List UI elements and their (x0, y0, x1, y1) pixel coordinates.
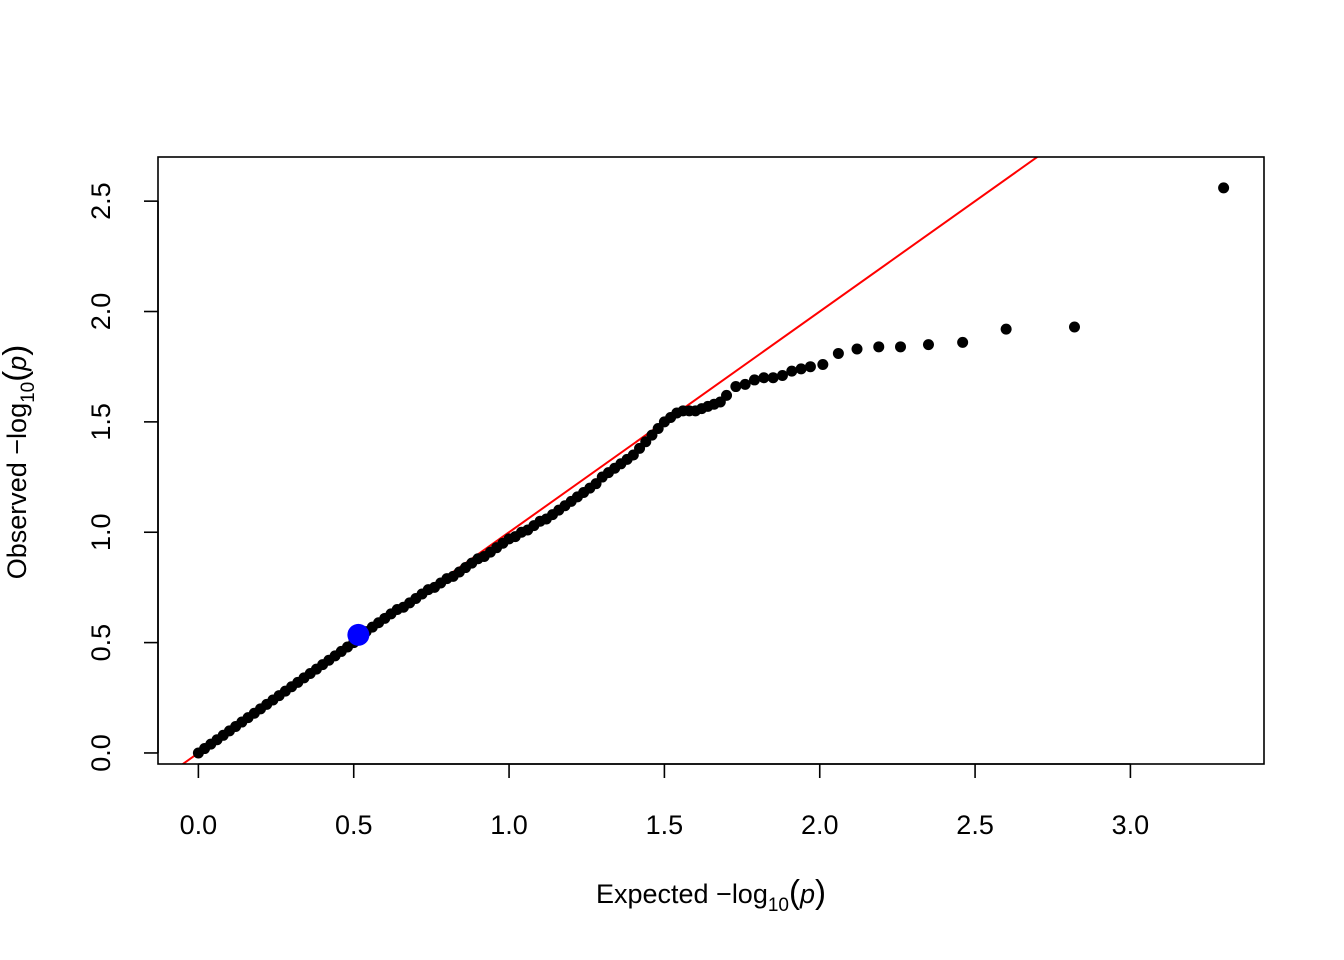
data-point (786, 365, 798, 377)
data-point (1218, 182, 1230, 194)
x-axis-label-subscript: 10 (768, 895, 789, 916)
y-tick-label: 0.0 (86, 734, 116, 772)
data-point (922, 339, 934, 351)
y-tick-label: 1.0 (86, 513, 116, 551)
x-axis-label-prefix: Expected −log (596, 879, 768, 909)
y-axis-label-close-paren: ) (0, 345, 33, 356)
y-tick-label: 1.5 (86, 403, 116, 441)
x-tick-label: 2.5 (956, 810, 994, 840)
data-point (795, 363, 807, 375)
data-point (1068, 321, 1080, 333)
y-axis: 0.0 0.5 1.0 1.5 2.0 2.5 (86, 182, 159, 772)
data-point (804, 361, 816, 373)
highlighted-point (347, 623, 370, 646)
data-point (758, 372, 770, 384)
x-tick-label: 2.0 (801, 810, 839, 840)
x-tick-label: 0.5 (335, 810, 373, 840)
data-point (730, 381, 742, 393)
x-tick-label: 3.0 (1112, 810, 1150, 840)
x-tick-label: 1.0 (490, 810, 528, 840)
x-axis-label-variable: p (799, 879, 815, 909)
data-point (767, 372, 779, 384)
y-axis-label-subscript: 10 (18, 382, 39, 403)
y-axis-label-open-paren: ( (0, 371, 33, 382)
y-tick-label: 2.0 (86, 293, 116, 331)
data-point (776, 370, 788, 382)
y-tick-label: 0.5 (86, 624, 116, 662)
data-point (895, 341, 907, 353)
data-point (873, 341, 885, 353)
y-axis-label-prefix: Observed −log (2, 403, 32, 579)
x-tick-label: 1.5 (646, 810, 684, 840)
data-point (832, 347, 844, 359)
x-axis: 0.0 0.5 1.0 1.5 2.0 2.5 3.0 (180, 763, 1150, 840)
y-axis-label: Observed −log10(p) (0, 345, 39, 580)
data-point (748, 374, 760, 386)
x-axis-label: Expected −log10(p) (596, 873, 826, 916)
x-axis-label-open-paren: ( (789, 873, 800, 910)
data-points (192, 182, 1230, 759)
data-point (721, 389, 733, 401)
x-tick-label: 0.0 (180, 810, 218, 840)
y-tick-label: 2.5 (86, 182, 116, 220)
data-point (739, 378, 751, 390)
data-point (817, 358, 829, 370)
data-point (957, 336, 969, 348)
data-point (851, 343, 863, 355)
x-axis-label-close-paren: ) (815, 873, 826, 910)
data-point (1000, 323, 1012, 335)
y-axis-label-variable: p (2, 356, 32, 372)
